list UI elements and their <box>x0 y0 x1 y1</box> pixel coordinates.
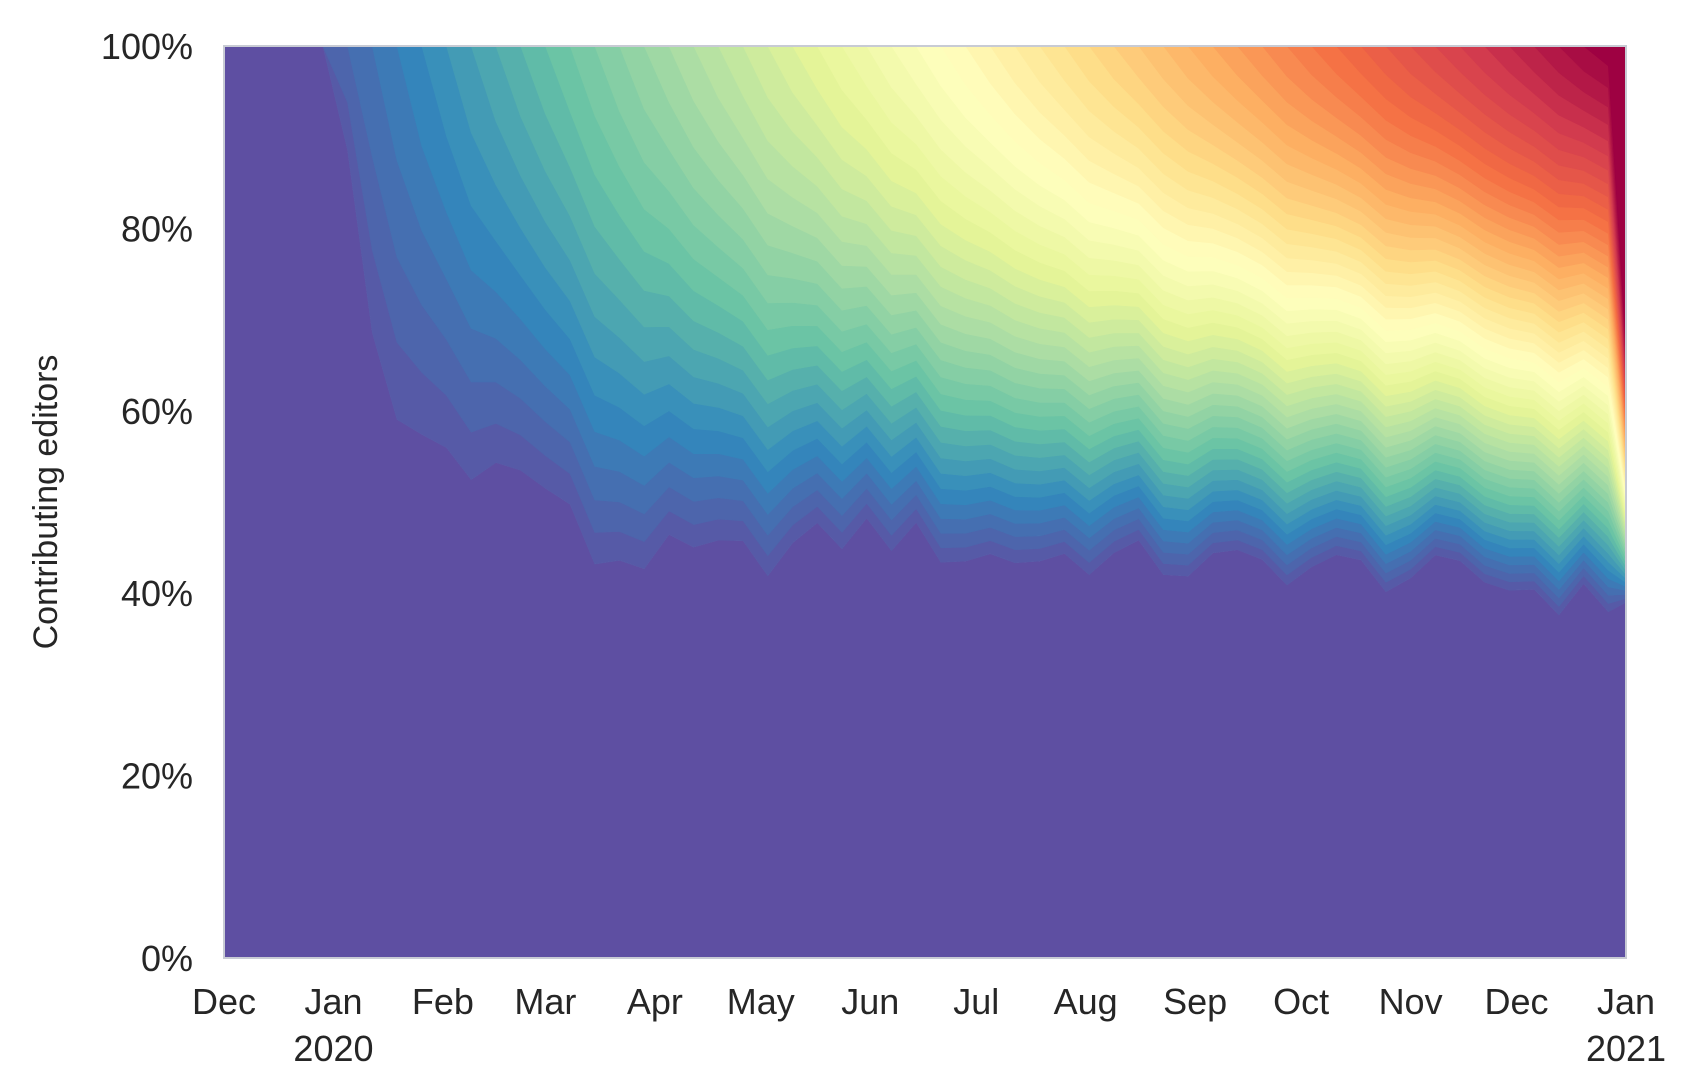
y-tick-label: 40% <box>121 573 193 614</box>
x-tick-label: Aug <box>1054 981 1118 1022</box>
y-axis-ticks: 0% 20% 40% 60% 80% 100% <box>101 26 193 979</box>
cohort-area-0 <box>224 46 1626 958</box>
cohort-area-17 <box>224 46 1626 539</box>
plot-frame <box>223 45 1627 959</box>
x-tick-label: Oct <box>1273 981 1329 1022</box>
x-tick-label: May <box>727 981 795 1022</box>
y-tick-label: 60% <box>121 391 193 432</box>
x-tick-label: Jul <box>953 981 999 1022</box>
x-tick-label: Apr <box>627 981 683 1022</box>
x-tick-label: Dec <box>1485 981 1549 1022</box>
x-tick-label: Jan <box>304 981 362 1022</box>
x-tick-label: Mar <box>514 981 576 1022</box>
y-tick-label: 100% <box>101 26 193 67</box>
cohort-area-36 <box>224 46 1626 454</box>
cohort-area-47 <box>224 46 1626 394</box>
x-tick-year-label: 2020 <box>293 1028 373 1069</box>
cohort-areas <box>224 46 1626 958</box>
cohort-area-23 <box>224 46 1626 513</box>
cohort-area-30 <box>224 46 1626 483</box>
y-tick-label: 20% <box>121 756 193 797</box>
y-tick-label: 80% <box>121 208 193 249</box>
y-axis-label: Contributing editors <box>27 355 65 650</box>
y-tick-label: 0% <box>141 938 193 979</box>
x-tick-label: Jan <box>1597 981 1655 1022</box>
x-tick-label: Feb <box>412 981 474 1022</box>
x-tick-year-label: 2021 <box>1586 1028 1666 1069</box>
x-axis-ticks: Dec Jan 2020 Feb Mar Apr May Jun Jul Aug Sep Oct Nov… <box>192 981 1666 1069</box>
x-tick-label: Dec <box>192 981 256 1022</box>
x-tick-label: Jun <box>841 981 899 1022</box>
x-tick-label: Nov <box>1379 981 1443 1022</box>
x-tick-label: Sep <box>1163 981 1227 1022</box>
